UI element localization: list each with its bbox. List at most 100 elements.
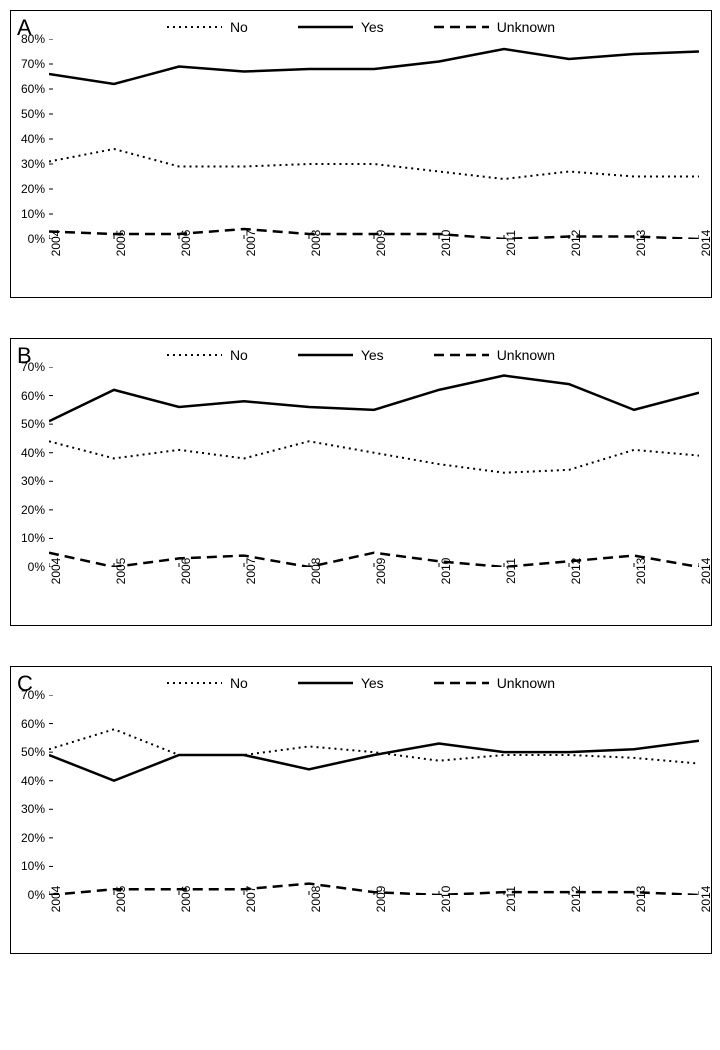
legend: No Yes Unknown: [11, 11, 711, 39]
plot-area-A: 0%10%20%30%40%50%60%70%80%20042005200620…: [49, 39, 699, 289]
legend-item-unknown: Unknown: [434, 19, 555, 35]
series-no: [49, 729, 699, 763]
legend-swatch-yes: [298, 20, 353, 34]
legend-label-yes: Yes: [361, 19, 384, 35]
y-tick: 10%: [21, 859, 45, 873]
x-tick: 2006: [179, 230, 193, 257]
x-tick: 2009: [374, 558, 388, 585]
x-tick: 2005: [114, 558, 128, 585]
chart-panel-C: CNoYesUnknown0%10%20%30%40%50%60%70%2004…: [10, 666, 712, 954]
x-tick: 2014: [699, 230, 713, 257]
x-tick: 2007: [244, 230, 258, 257]
x-tick: 2008: [309, 558, 323, 585]
x-tick: 2005: [114, 230, 128, 257]
x-tick: 2009: [374, 230, 388, 257]
y-tick: 20%: [21, 503, 45, 517]
legend-swatch-no: [167, 20, 222, 34]
x-tick: 2010: [439, 230, 453, 257]
y-tick: 0%: [28, 888, 45, 902]
legend-label-no: No: [230, 675, 248, 691]
y-tick: 70%: [21, 57, 45, 71]
series-no: [49, 149, 699, 179]
legend-item-no: No: [167, 347, 248, 363]
y-tick: 0%: [28, 560, 45, 574]
x-tick: 2014: [699, 886, 713, 913]
series-yes: [49, 741, 699, 781]
y-tick: 30%: [21, 802, 45, 816]
y-tick: 50%: [21, 417, 45, 431]
x-tick: 2006: [179, 886, 193, 913]
plot-area-B: 0%10%20%30%40%50%60%70%20042005200620072…: [49, 367, 699, 617]
legend-swatch-unknown: [434, 676, 489, 690]
y-tick: 40%: [21, 132, 45, 146]
plot-svg: [49, 367, 699, 567]
y-tick: 30%: [21, 474, 45, 488]
legend-item-yes: Yes: [298, 347, 384, 363]
legend-swatch-unknown: [434, 20, 489, 34]
y-tick: 50%: [21, 107, 45, 121]
x-tick: 2007: [244, 558, 258, 585]
x-tick: 2008: [309, 230, 323, 257]
legend-label-yes: Yes: [361, 675, 384, 691]
x-tick: 2014: [699, 558, 713, 585]
y-tick: 20%: [21, 831, 45, 845]
y-tick: 70%: [21, 360, 45, 374]
y-axis: 0%10%20%30%40%50%60%70%: [13, 695, 47, 895]
chart-panel-A: ANoYesUnknown0%10%20%30%40%50%60%70%80%2…: [10, 10, 712, 298]
y-tick: 30%: [21, 157, 45, 171]
x-tick: 2011: [504, 558, 518, 584]
plot-area-C: 0%10%20%30%40%50%60%70%20042005200620072…: [49, 695, 699, 945]
x-tick: 2008: [309, 886, 323, 913]
legend-item-no: No: [167, 675, 248, 691]
legend-swatch-no: [167, 676, 222, 690]
legend: No Yes Unknown: [11, 339, 711, 367]
y-tick: 0%: [28, 232, 45, 246]
x-tick: 2012: [569, 230, 583, 257]
y-tick: 60%: [21, 717, 45, 731]
legend-item-unknown: Unknown: [434, 347, 555, 363]
plot-svg: [49, 695, 699, 895]
x-tick: 2005: [114, 886, 128, 913]
x-tick: 2011: [504, 230, 518, 256]
x-tick: 2010: [439, 558, 453, 585]
x-tick: 2010: [439, 886, 453, 913]
legend: No Yes Unknown: [11, 667, 711, 695]
x-tick: 2012: [569, 886, 583, 913]
x-axis: 2004200520062007200820092010201120122013…: [49, 239, 699, 289]
series-no: [49, 441, 699, 472]
legend-item-yes: Yes: [298, 19, 384, 35]
chart-panel-B: BNoYesUnknown0%10%20%30%40%50%60%70%2004…: [10, 338, 712, 626]
plot-svg: [49, 39, 699, 239]
x-tick: 2004: [49, 230, 63, 257]
legend-label-no: No: [230, 19, 248, 35]
x-tick: 2012: [569, 558, 583, 585]
x-tick: 2009: [374, 886, 388, 913]
y-axis: 0%10%20%30%40%50%60%70%80%: [13, 39, 47, 239]
y-tick: 10%: [21, 207, 45, 221]
legend-swatch-yes: [298, 348, 353, 362]
legend-label-unknown: Unknown: [497, 347, 555, 363]
y-tick: 60%: [21, 389, 45, 403]
y-tick: 50%: [21, 745, 45, 759]
y-tick: 80%: [21, 32, 45, 46]
y-tick: 40%: [21, 774, 45, 788]
x-tick: 2004: [49, 558, 63, 585]
x-tick: 2011: [504, 886, 518, 912]
y-tick: 10%: [21, 531, 45, 545]
legend-item-yes: Yes: [298, 675, 384, 691]
y-tick: 20%: [21, 182, 45, 196]
legend-item-unknown: Unknown: [434, 675, 555, 691]
x-tick: 2013: [634, 558, 648, 585]
x-axis: 2004200520062007200820092010201120122013…: [49, 895, 699, 945]
series-yes: [49, 49, 699, 84]
x-tick: 2013: [634, 886, 648, 913]
legend-label-yes: Yes: [361, 347, 384, 363]
y-tick: 60%: [21, 82, 45, 96]
legend-label-unknown: Unknown: [497, 19, 555, 35]
legend-label-no: No: [230, 347, 248, 363]
x-axis: 2004200520062007200820092010201120122013…: [49, 567, 699, 617]
y-tick: 40%: [21, 446, 45, 460]
legend-item-no: No: [167, 19, 248, 35]
legend-swatch-yes: [298, 676, 353, 690]
series-yes: [49, 376, 699, 422]
